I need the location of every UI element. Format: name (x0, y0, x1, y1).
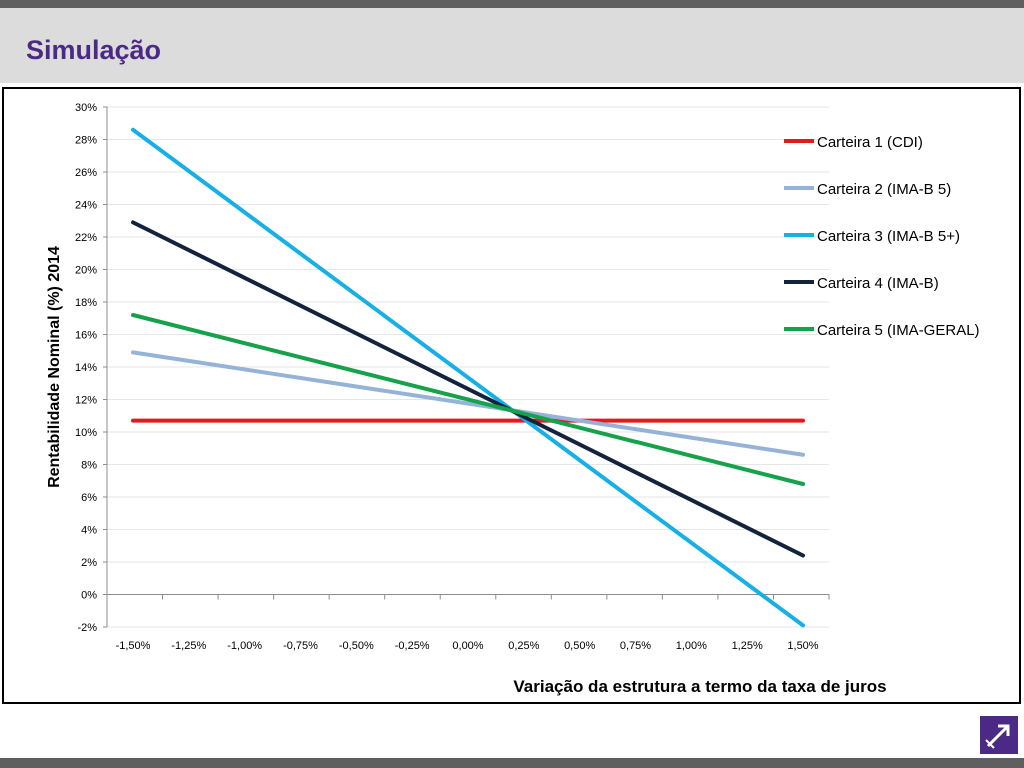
y-tick-label: -2% (77, 622, 97, 634)
x-tick-label: 0,75% (620, 640, 651, 652)
x-tick-label: -1,00% (227, 640, 262, 652)
x-tick-label: 0,00% (452, 640, 483, 652)
y-tick-label: 0% (81, 590, 97, 602)
y-tick-label: 16% (75, 330, 97, 342)
bottom-bar (0, 758, 1024, 768)
y-tick-label: 28% (75, 135, 97, 147)
x-tick-label: 1,50% (787, 640, 818, 652)
x-tick-label: -0,75% (283, 640, 318, 652)
y-tick-label: 22% (75, 232, 97, 244)
legend-label: Carteira 4 (IMA-B) (817, 275, 939, 292)
legend-label: Carteira 5 (IMA-GERAL) (817, 322, 980, 339)
y-tick-label: 14% (75, 362, 97, 374)
y-tick-label: 30% (75, 102, 97, 114)
x-axis-title: Variação da estrutura a termo da taxa de… (513, 677, 886, 696)
y-axis-title: Rentabilidade Nominal (%) 2014 (46, 246, 63, 488)
x-tick-label: 0,25% (508, 640, 539, 652)
x-tick-label: -1,50% (116, 640, 151, 652)
y-tick-label: 12% (75, 395, 97, 407)
y-tick-label: 26% (75, 167, 97, 179)
series-line (131, 350, 805, 457)
x-tick-label: -0,50% (339, 640, 374, 652)
y-tick-label: 24% (75, 200, 97, 212)
page-title: Simulação (26, 35, 162, 65)
y-tick-label: 20% (75, 265, 97, 277)
legend-label: Carteira 1 (CDI) (817, 134, 923, 151)
y-tick-label: 4% (81, 525, 97, 537)
x-tick-label: 1,25% (732, 640, 763, 652)
legend-label: Carteira 2 (IMA-B 5) (817, 181, 951, 198)
line-chart: -2% 0% 2% 4% 6% 8% 10% 12% 14% 16% 18% 20% 22% 24% 26%… (46, 102, 980, 696)
legend-label: Carteira 3 (IMA-B 5+) (817, 228, 960, 245)
arrow-logo-icon (985, 724, 1010, 749)
series-line (131, 313, 805, 486)
series-line (131, 127, 805, 628)
y-tick-label: 18% (75, 297, 97, 309)
series-line (131, 220, 805, 558)
top-bar (0, 0, 1024, 8)
x-tick-label: -1,25% (171, 640, 206, 652)
y-tick-label: 2% (81, 557, 97, 569)
x-tick-label: 1,00% (676, 640, 707, 652)
y-tick-label: 6% (81, 492, 97, 504)
x-tick-label: -0,25% (395, 640, 430, 652)
logo (980, 716, 1018, 754)
y-tick-label: 8% (81, 460, 97, 472)
chart-frame: -2% 0% 2% 4% 6% 8% 10% 12% 14% 16% 18% 20% 22% 24% 26%… (2, 87, 1021, 704)
y-tick-label: 10% (75, 427, 97, 439)
x-tick-label: 0,50% (564, 640, 595, 652)
title-band: Simulação (0, 8, 1024, 83)
